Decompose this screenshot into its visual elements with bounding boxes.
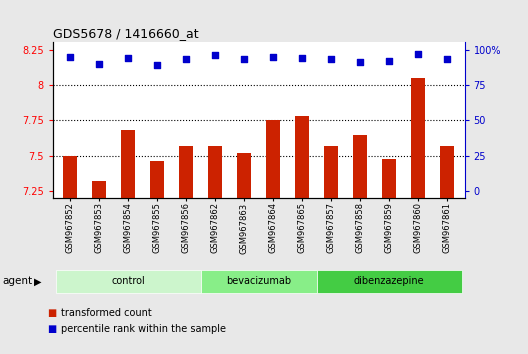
Text: percentile rank within the sample: percentile rank within the sample: [61, 324, 226, 334]
Point: [356, 59, 364, 65]
Point: [414, 51, 422, 57]
Bar: [440, 146, 455, 198]
Point: [443, 57, 451, 62]
Bar: [237, 153, 251, 198]
Text: control: control: [111, 276, 145, 286]
Bar: [324, 146, 338, 198]
Bar: [179, 146, 193, 198]
Text: agent: agent: [3, 276, 33, 286]
Text: bevacizumab: bevacizumab: [226, 276, 291, 286]
FancyBboxPatch shape: [317, 270, 462, 292]
Point: [211, 52, 220, 58]
Point: [240, 57, 249, 62]
Bar: [353, 135, 367, 198]
Bar: [92, 181, 107, 198]
Point: [269, 54, 277, 59]
Text: ■: ■: [48, 324, 57, 334]
Bar: [382, 159, 397, 198]
Text: transformed count: transformed count: [61, 308, 152, 318]
Text: ▶: ▶: [34, 276, 42, 286]
FancyBboxPatch shape: [55, 270, 201, 292]
Bar: [150, 161, 164, 198]
Point: [182, 57, 191, 62]
Point: [124, 55, 133, 61]
Bar: [63, 156, 78, 198]
Point: [95, 61, 103, 67]
Bar: [266, 120, 280, 198]
Bar: [121, 130, 136, 198]
Point: [327, 57, 335, 62]
Bar: [208, 146, 222, 198]
Point: [153, 62, 162, 68]
Point: [66, 54, 74, 59]
Bar: [411, 78, 426, 198]
Point: [298, 55, 306, 61]
Text: dibenzazepine: dibenzazepine: [354, 276, 425, 286]
Text: ■: ■: [48, 308, 57, 318]
FancyBboxPatch shape: [201, 270, 317, 292]
Text: GDS5678 / 1416660_at: GDS5678 / 1416660_at: [53, 27, 199, 40]
Point: [385, 58, 393, 64]
Bar: [295, 116, 309, 198]
